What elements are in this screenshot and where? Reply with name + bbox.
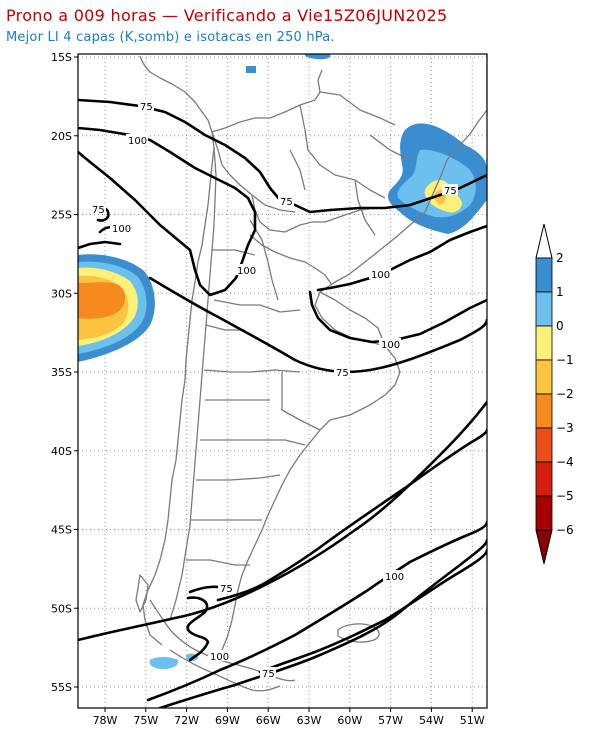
islands-chiloe (135, 574, 149, 613)
colorbar-segments (535, 223, 553, 565)
isotach-75-south-lowest (258, 548, 487, 674)
latitude-labels: 15S 20S 25S 30S 35S 40S 45S 50S 55S (51, 51, 72, 694)
colorbar-label: −4 (556, 455, 574, 469)
isotach-label: 100 (210, 652, 229, 663)
lat-label: 30S (51, 287, 72, 300)
isotach-label: 100 (112, 224, 131, 235)
colorbar-label: 2 (556, 251, 564, 265)
isotach-labels: 75 100 75 75 100 100 100 75 75 100 75 10… (90, 100, 458, 680)
axis-ticks (74, 56, 473, 712)
colorbar-label: 0 (556, 319, 564, 333)
lon-label: 51W (460, 714, 485, 727)
lat-label: 25S (51, 209, 72, 222)
isotach-label: 100 (385, 572, 404, 583)
border-peru-bolivia (211, 131, 296, 213)
li-area-small-1 (246, 66, 256, 73)
li-area-west-orange (78, 282, 126, 319)
colorbar-segment (535, 393, 553, 429)
map-subtitle: Mejor LI 4 capas (K,somb) e isotacas en … (6, 30, 335, 45)
isotach-label: 100 (381, 340, 400, 351)
isotach-100-middle (308, 290, 487, 344)
lon-label: 54W (419, 714, 444, 727)
lon-label: 75W (133, 714, 158, 727)
lat-label: 15S (51, 51, 72, 64)
lat-label: 55S (51, 681, 72, 694)
border-chile-argentina (169, 147, 217, 621)
colorbar: 2 1 0 −1 −2 −3 −4 −5 −6 (535, 223, 574, 565)
colorbar-segment (535, 291, 553, 327)
colorbar-label: 1 (556, 285, 564, 299)
border-uruguay (319, 291, 386, 347)
lat-label: 20S (51, 130, 72, 143)
colorbar-label: −3 (556, 421, 574, 435)
border-brazil-states (289, 91, 411, 236)
isotach-label: 100 (371, 270, 390, 281)
colorbar-label: −6 (556, 523, 574, 537)
li-area-small-2 (304, 54, 331, 60)
colorbar-labels: 2 1 0 −1 −2 −3 −4 −5 −6 (556, 251, 574, 537)
colorbar-segment (535, 359, 553, 395)
lat-label: 50S (51, 602, 72, 615)
lon-label: 63W (297, 714, 322, 727)
isotach-100-east (316, 224, 487, 292)
isotach-label: 75 (262, 669, 275, 680)
isotach-label: 75 (92, 205, 105, 216)
isotach-75-middle (148, 276, 487, 374)
lon-label: 78W (93, 714, 118, 727)
isotach-label: 75 (140, 102, 153, 113)
lon-label: 60W (337, 714, 362, 727)
coastline-tdf-south (169, 649, 281, 692)
colorbar-label: −2 (556, 387, 574, 401)
lat-label: 40S (51, 445, 72, 458)
colorbar-bottom-arrow (535, 529, 553, 565)
map-frame (77, 53, 488, 709)
isotach-75-west (78, 240, 122, 250)
isotach-label: 75 (220, 584, 233, 595)
map-title: Prono a 009 horas — Verificando a Vie15Z… (6, 6, 448, 25)
isotach-label: 75 (336, 368, 349, 379)
isotach-75-north (78, 98, 487, 214)
colorbar-segment (535, 325, 553, 361)
colorbar-label: −5 (556, 489, 574, 503)
isotachs (78, 98, 487, 708)
isotach-label: 100 (128, 136, 147, 147)
colorbar-segment (535, 257, 553, 293)
border-arg-provinces (186, 219, 321, 566)
isotach-label: 75 (280, 197, 293, 208)
isotach-100-south-outer (146, 520, 487, 702)
coastline-west (139, 55, 215, 646)
li-area-small-3 (149, 657, 179, 670)
isotach-label: 75 (444, 186, 457, 197)
lon-label: 72W (174, 714, 199, 727)
isotach-75-south-outer (78, 400, 487, 642)
isotach-75-south-inner (158, 538, 487, 708)
colorbar-top-arrow (535, 223, 553, 259)
lon-label: 66W (256, 714, 281, 727)
colorbar-segment (535, 461, 553, 497)
isotach-label: 100 (237, 266, 256, 277)
lon-label: 57W (378, 714, 403, 727)
longitude-labels: 78W 75W 72W 69W 66W 63W 60W 57W 54W 51W (93, 714, 485, 727)
borders (135, 54, 487, 692)
lon-label: 69W (215, 714, 240, 727)
lat-label: 35S (51, 366, 72, 379)
coastline-east (214, 54, 487, 661)
isotach-100-north (78, 126, 257, 297)
border-bolivia-brazil (211, 69, 323, 133)
colorbar-label: −1 (556, 353, 574, 367)
colorbar-segment (535, 495, 553, 531)
lat-label: 45S (51, 524, 72, 537)
li-shading (78, 54, 487, 670)
colorbar-segment (535, 427, 553, 463)
isotach-patagonia-loop (186, 596, 210, 662)
